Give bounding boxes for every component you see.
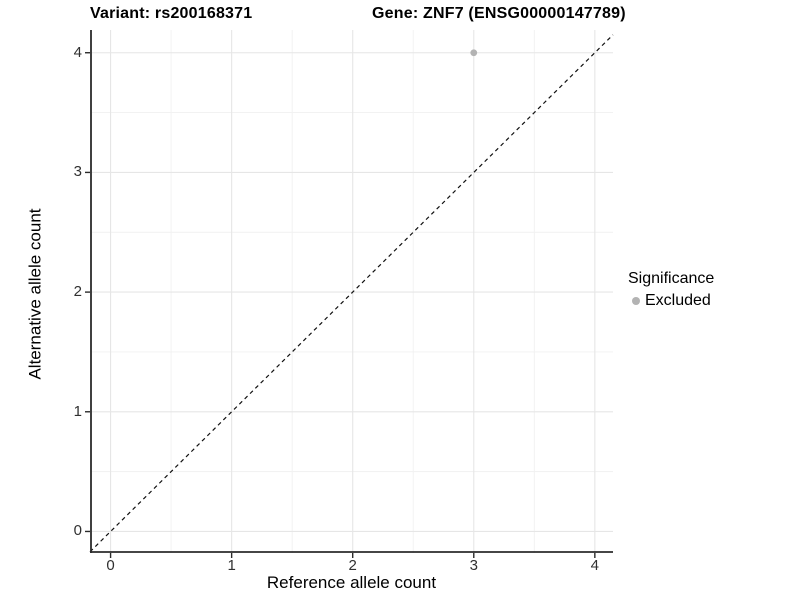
gene-title: Gene: ZNF7 (ENSG00000147789) [372, 5, 626, 22]
legend: Significance Excluded [628, 270, 714, 310]
x-tick-label: 3 [469, 557, 478, 574]
legend-point-icon [632, 297, 640, 305]
data-point [470, 49, 478, 57]
legend-item-label: Excluded [645, 292, 711, 309]
legend-item-excluded: Excluded [632, 292, 714, 310]
y-tick-label: 2 [73, 283, 82, 301]
y-tick-label: 1 [73, 402, 82, 420]
y-axis-title: Alternative allele count [25, 208, 45, 380]
variant-title: Variant: rs200168371 [90, 5, 253, 22]
identity-reference-line [89, 34, 614, 553]
legend-title: Significance [628, 270, 715, 287]
x-tick-label: 1 [227, 557, 236, 574]
y-tick-label: 3 [73, 163, 82, 181]
x-tick-label: 0 [106, 557, 115, 574]
plot-panel [85, 30, 614, 558]
y-tick-label: 4 [73, 43, 82, 61]
x-tick-label: 4 [590, 557, 599, 574]
y-tick-label: 0 [73, 522, 82, 540]
scatter-plot-svg [85, 30, 614, 558]
x-tick-label: 2 [348, 557, 357, 574]
x-axis-title: Reference allele count [266, 573, 437, 592]
